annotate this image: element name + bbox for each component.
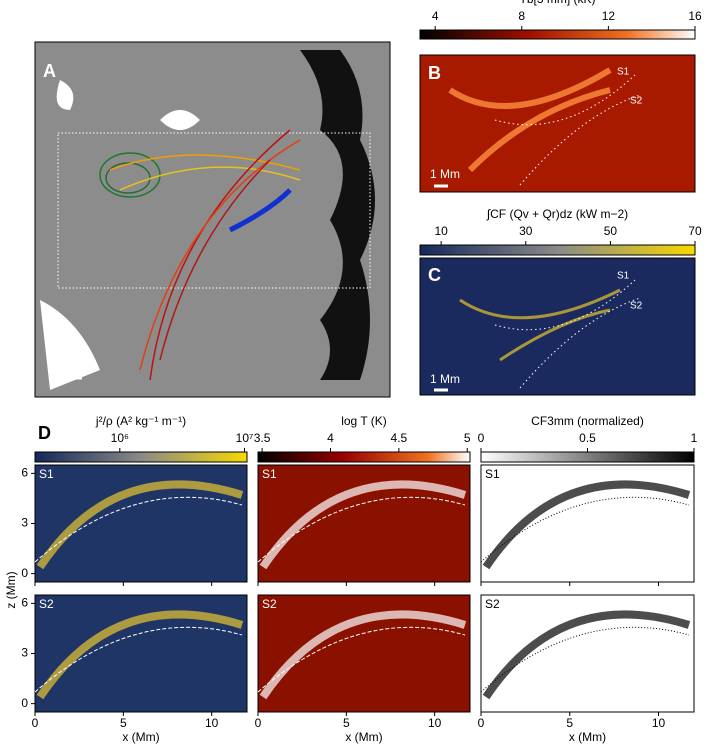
x-tick-label: 10 — [205, 716, 219, 730]
colorbar — [34, 451, 248, 463]
slit-label: S2 — [630, 96, 643, 107]
colorbar-tick-label: 4 — [327, 431, 334, 445]
brightness-map — [419, 54, 696, 193]
colorbar-tick-label: 0.5 — [579, 431, 596, 445]
panel-label: D — [38, 423, 51, 443]
panel-label: A — [43, 61, 56, 81]
transition-region — [257, 626, 466, 693]
slit-label: S1 — [617, 67, 630, 78]
x-axis-label: x (Mm) — [569, 730, 606, 744]
loop-structure — [259, 610, 467, 700]
y-tick-label: 0 — [21, 566, 28, 580]
colorbar-tick-label: 4.5 — [391, 431, 408, 445]
colorbar-tick-label: 3.5 — [254, 431, 271, 445]
row-label: S2 — [39, 597, 54, 611]
slice-image — [480, 464, 695, 583]
colorbar — [480, 451, 695, 463]
slice-image — [257, 594, 471, 713]
x-tick-label: 5 — [343, 716, 350, 730]
positive-flux — [40, 80, 200, 390]
y-tick-label: 6 — [21, 466, 28, 480]
colorbar-title: log T (K) — [341, 414, 387, 428]
colorbar — [419, 244, 696, 256]
scale-label: 1 Mm — [430, 372, 460, 386]
colorbar-tick-label: 30 — [519, 224, 533, 238]
slice-image — [480, 594, 695, 713]
slit-label: S1 — [617, 271, 630, 282]
colorbar-tick-label: 12 — [602, 9, 616, 23]
y-tick-label: 3 — [21, 516, 28, 530]
x-tick-label: 0 — [478, 716, 485, 730]
slice-image — [34, 464, 248, 583]
y-tick-label: 0 — [21, 696, 28, 710]
field-lines — [99, 129, 301, 381]
transition-region — [257, 496, 466, 563]
colorbar-tick-label: 10⁷ — [236, 431, 254, 445]
colorbar-tick-label: 50 — [604, 224, 618, 238]
scale-label: 2 Mm — [52, 359, 82, 373]
colorbar — [419, 29, 696, 40]
panel-label: C — [428, 265, 441, 285]
transition-region — [34, 626, 243, 693]
colorbar-tick-label: 1 — [691, 431, 698, 445]
bright-loops — [448, 67, 612, 173]
colorbar-title: ∫CF (Qv + Qr)dz (kW m−2) — [486, 207, 628, 221]
colorbar-tick-label: 8 — [518, 9, 525, 23]
row-label: S2 — [485, 597, 500, 611]
x-axis-label: x (Mm) — [122, 730, 159, 744]
scale-label: 1 Mm — [430, 167, 460, 181]
colorbar-tick-label: 0 — [478, 431, 485, 445]
heating-loops — [459, 288, 621, 362]
loop-structure — [482, 480, 691, 570]
loop-structure — [36, 480, 244, 570]
x-tick-label: 5 — [566, 716, 573, 730]
row-label: S2 — [262, 597, 277, 611]
colorbar-title: j²/ρ (A² kg⁻¹ m⁻¹) — [95, 414, 186, 428]
y-tick-label: 3 — [21, 646, 28, 660]
colorbar-tick-label: 10 — [434, 224, 448, 238]
loop-structure — [482, 610, 691, 700]
slice-image — [34, 594, 248, 713]
x-tick-label: 10 — [652, 716, 666, 730]
transition-region — [34, 496, 243, 563]
panel-label: B — [428, 63, 441, 83]
colorbar-title: Tb[3 mm] (kK) — [519, 0, 595, 6]
slice-image — [257, 464, 471, 583]
colorbar-tick-label: 10⁶ — [111, 431, 129, 445]
zoom-box — [57, 132, 371, 289]
colorbar-tick-label: 16 — [688, 9, 702, 23]
y-tick-label: 6 — [21, 596, 28, 610]
colorbar-tick-label: 4 — [432, 9, 439, 23]
row-label: S1 — [485, 467, 500, 481]
x-axis-label: x (Mm) — [345, 730, 382, 744]
x-tick-label: 0 — [32, 716, 39, 730]
x-tick-label: 0 — [255, 716, 262, 730]
x-tick-label: 10 — [428, 716, 442, 730]
colorbar-tick-label: 70 — [688, 224, 702, 238]
row-label: S1 — [262, 467, 277, 481]
row-label: S1 — [39, 467, 54, 481]
slit-label: S2 — [630, 301, 643, 312]
x-tick-label: 5 — [120, 716, 127, 730]
loop-structure — [36, 610, 244, 700]
colorbar-tick-label: 5 — [464, 431, 471, 445]
colorbar — [257, 451, 471, 463]
loop-structure — [259, 480, 467, 570]
colorbar-title: CF3mm (normalized) — [531, 414, 644, 428]
y-axis-label: z (Mm) — [4, 571, 18, 608]
